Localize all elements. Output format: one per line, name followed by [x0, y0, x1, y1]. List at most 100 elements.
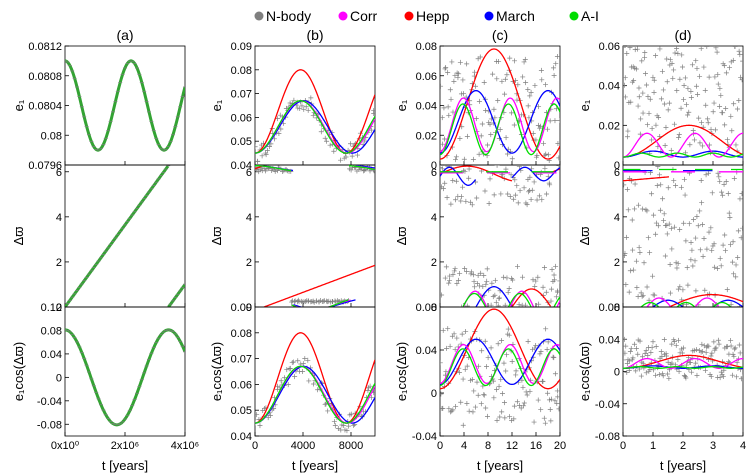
nbody-point	[717, 255, 723, 261]
nbody-point	[482, 188, 488, 194]
nbody-point	[721, 367, 727, 373]
nbody-point	[688, 257, 694, 263]
nbody-point	[538, 349, 544, 355]
nbody-point	[646, 297, 652, 303]
nbody-point	[512, 58, 518, 64]
nbody-point	[440, 115, 445, 121]
nbody-point	[683, 102, 689, 108]
nbody-point	[537, 351, 543, 357]
nbody-point	[628, 99, 634, 105]
nbody-point	[685, 282, 691, 288]
nbody-point	[639, 58, 645, 64]
y-tick-label: 0	[246, 302, 252, 314]
nbody-point	[450, 109, 456, 115]
y-axis-label: e₁cos(Δϖ)	[11, 342, 26, 401]
y-axis-label: Δϖ	[577, 227, 592, 246]
x-tick-label: 8000	[339, 440, 363, 452]
nbody-point	[670, 75, 676, 81]
nbody-point	[694, 65, 700, 71]
nbody-point	[509, 156, 515, 162]
nbody-point	[655, 223, 661, 229]
nbody-point	[496, 59, 502, 65]
nbody-point	[474, 195, 480, 201]
nbody-point	[464, 303, 470, 307]
nbody-point	[484, 278, 490, 284]
nbody-point	[701, 235, 707, 241]
series-line-hepp	[623, 124, 743, 158]
legend-label: N-body	[266, 8, 311, 24]
nbody-point	[445, 104, 451, 110]
nbody-point	[503, 368, 509, 374]
nbody-point	[702, 367, 708, 373]
nbody-point	[665, 359, 671, 365]
y-tick-label: 0.04	[416, 345, 437, 357]
nbody-point	[634, 285, 640, 291]
nbody-point	[645, 353, 651, 359]
nbody-point	[651, 212, 657, 218]
nbody-point	[702, 287, 708, 293]
nbody-point	[660, 373, 666, 379]
nbody-point	[664, 231, 670, 237]
nbody-point	[504, 352, 510, 358]
series-line-a-i	[440, 348, 560, 387]
nbody-point	[624, 50, 630, 56]
nbody-point	[474, 379, 480, 385]
nbody-point	[267, 412, 273, 418]
nbody-point	[512, 177, 518, 183]
nbody-point	[295, 358, 301, 364]
nbody-point	[543, 326, 549, 332]
nbody-point	[527, 388, 533, 394]
nbody-point	[499, 78, 505, 84]
nbody-point	[681, 345, 687, 351]
nbody-point	[450, 407, 456, 413]
nbody-point	[719, 189, 725, 195]
nbody-point	[520, 74, 526, 80]
nbody-point	[667, 57, 673, 63]
nbody-point	[285, 382, 291, 388]
nbody-point	[623, 75, 628, 81]
nbody-point	[272, 168, 278, 174]
nbody-point	[484, 364, 490, 370]
nbody-point	[511, 196, 517, 202]
nbody-point	[286, 366, 292, 372]
nbody-point	[292, 298, 298, 304]
y-tick-label: 0.08	[599, 302, 620, 314]
nbody-point	[533, 342, 539, 348]
nbody-point	[711, 100, 717, 106]
nbody-point	[644, 208, 650, 214]
nbody-point	[655, 165, 661, 169]
nbody-point	[551, 355, 557, 361]
nbody-point	[463, 198, 469, 204]
nbody-point	[525, 103, 531, 109]
nbody-point	[255, 412, 260, 418]
nbody-point	[440, 405, 446, 411]
nbody-point	[711, 241, 717, 247]
nbody-point	[330, 299, 336, 305]
x-axis-label: t [years]	[102, 458, 148, 473]
legend-item-hepp: Hepp	[404, 8, 450, 24]
nbody-point	[658, 349, 664, 355]
nbody-point	[505, 326, 511, 332]
nbody-point	[665, 371, 671, 377]
nbody-point	[494, 387, 500, 393]
panel-4-1: 0 0.02 0.04 0.06 e₁	[577, 41, 744, 172]
nbody-point	[481, 392, 487, 398]
nbody-point	[536, 193, 542, 199]
nbody-point	[259, 153, 265, 159]
nbody-point	[666, 375, 672, 381]
nbody-point	[481, 79, 487, 85]
nbody-point	[551, 72, 557, 78]
nbody-point	[491, 106, 497, 112]
nbody-point	[623, 82, 627, 88]
nbody-point	[300, 299, 306, 305]
nbody-point	[674, 88, 680, 94]
nbody-point	[479, 121, 485, 127]
nbody-point	[657, 46, 663, 52]
nbody-point	[716, 174, 722, 180]
nbody-point	[488, 132, 494, 138]
nbody-point	[653, 220, 659, 226]
nbody-point	[462, 168, 468, 174]
nbody-point	[725, 191, 731, 197]
nbody-point	[636, 94, 642, 100]
x-tick-label: 0x10⁰	[51, 440, 80, 452]
